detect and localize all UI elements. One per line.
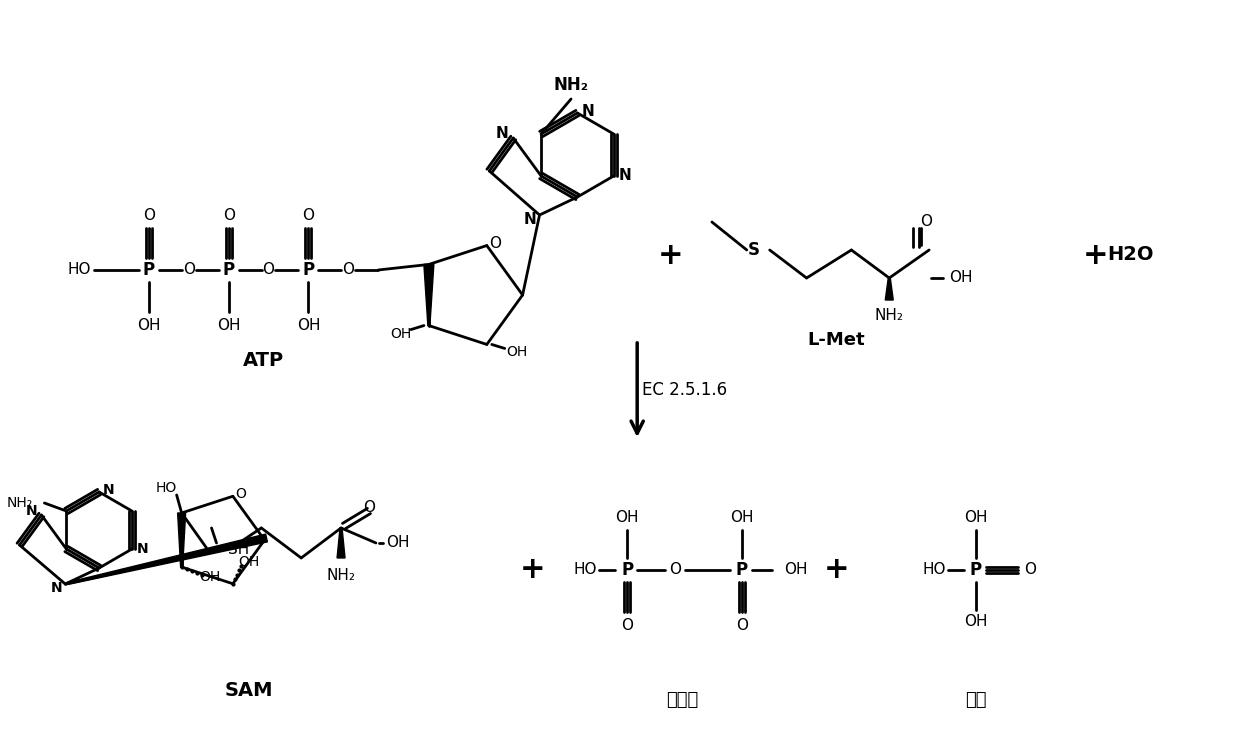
Polygon shape [424, 265, 434, 325]
Text: OH: OH [730, 511, 754, 525]
Text: N: N [523, 211, 537, 227]
Text: NH₂: NH₂ [326, 568, 356, 583]
Polygon shape [337, 528, 345, 558]
Text: N: N [51, 581, 62, 595]
Text: SH: SH [228, 542, 249, 557]
Text: OH: OH [198, 570, 221, 584]
Text: N: N [496, 127, 508, 142]
Text: OH: OH [391, 327, 412, 341]
Text: S: S [748, 241, 760, 259]
Text: P: P [970, 561, 982, 579]
Text: NH₂: NH₂ [6, 496, 32, 510]
Text: O: O [1024, 562, 1035, 577]
Polygon shape [177, 513, 186, 567]
Text: +: + [657, 241, 683, 270]
Text: O: O [223, 208, 234, 224]
Text: OH: OH [615, 511, 639, 525]
Text: OH: OH [138, 319, 161, 333]
Text: O: O [236, 488, 247, 501]
Text: P: P [621, 561, 634, 579]
Text: N: N [136, 542, 149, 556]
Text: OH: OH [217, 319, 241, 333]
Text: O: O [182, 262, 195, 277]
Text: +: + [823, 556, 849, 585]
Polygon shape [885, 278, 893, 300]
Text: N: N [26, 504, 37, 518]
Text: H2O: H2O [1107, 245, 1153, 265]
Text: L-Met: L-Met [807, 331, 866, 349]
Text: O: O [920, 214, 932, 230]
Text: O: O [263, 262, 274, 277]
Text: OH: OH [238, 555, 259, 569]
Text: P: P [735, 561, 748, 579]
Text: OH: OH [784, 562, 807, 577]
Text: EC 2.5.1.6: EC 2.5.1.6 [642, 381, 728, 399]
Text: OH: OH [965, 511, 988, 525]
Text: N: N [582, 104, 594, 119]
Text: O: O [735, 617, 748, 633]
Text: OH: OH [949, 270, 972, 285]
Text: O: O [363, 500, 374, 516]
Text: N: N [103, 483, 115, 497]
Text: HO: HO [155, 481, 176, 495]
Text: 二磷酸: 二磷酸 [666, 691, 698, 709]
Text: O: O [489, 236, 501, 251]
Text: P: P [143, 261, 155, 279]
Text: OH: OH [296, 319, 320, 333]
Text: +: + [1083, 241, 1109, 270]
Text: P: P [223, 261, 234, 279]
Text: OH: OH [386, 536, 409, 551]
Text: P: P [303, 261, 315, 279]
Text: SAM: SAM [224, 680, 273, 700]
Text: O: O [670, 562, 681, 577]
Text: O: O [143, 208, 155, 224]
Text: O: O [303, 208, 315, 224]
Text: NH₂: NH₂ [874, 308, 904, 322]
Text: NH₂: NH₂ [553, 76, 589, 94]
Text: N: N [619, 168, 631, 184]
Text: O: O [621, 617, 634, 633]
Text: 磷酸: 磷酸 [965, 691, 987, 709]
Text: OH: OH [965, 614, 988, 630]
Text: HO: HO [67, 262, 91, 277]
Polygon shape [64, 534, 268, 585]
Text: OH: OH [506, 345, 527, 359]
Text: HO: HO [574, 562, 598, 577]
Text: +: + [520, 556, 546, 585]
Text: O: O [342, 262, 355, 277]
Text: ATP: ATP [243, 350, 284, 370]
Text: HO: HO [923, 562, 946, 577]
